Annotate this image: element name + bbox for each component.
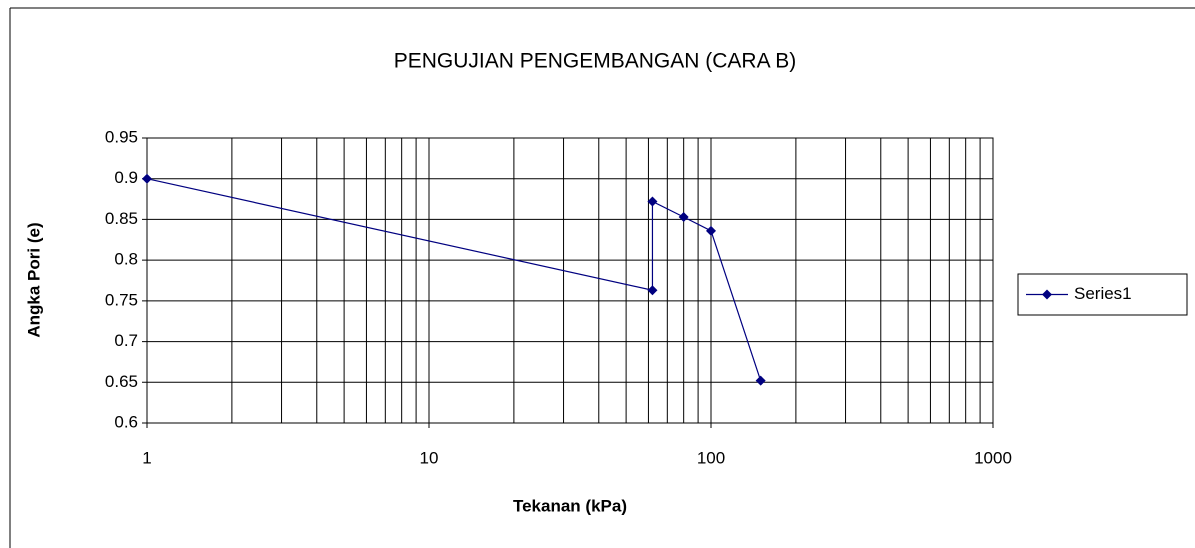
y-tick-label: 0.9 — [114, 168, 138, 187]
y-axis-label: Angka Pori (e) — [24, 222, 43, 337]
y-tick-label: 0.85 — [105, 209, 138, 228]
x-axis-label: Tekanan (kPa) — [513, 496, 627, 515]
y-tick-label: 0.8 — [114, 250, 138, 269]
y-tick-label: 0.75 — [105, 290, 138, 309]
chart-title: PENGUJIAN PENGEMBANGAN (CARA B) — [394, 50, 797, 73]
marker — [706, 225, 716, 236]
x-tick-label: 1000 — [974, 448, 1012, 467]
marker — [647, 285, 658, 296]
marker — [142, 173, 152, 184]
legend-marker — [1042, 289, 1052, 300]
y-tick-label: 0.95 — [105, 127, 138, 146]
y-tick-label: 0.65 — [105, 372, 138, 391]
series-line — [146, 178, 762, 381]
legend-label: Series1 — [1074, 284, 1132, 303]
marker — [647, 196, 658, 207]
marker — [755, 375, 766, 386]
y-tick-label: 0.6 — [114, 412, 138, 431]
plot-area — [146, 137, 994, 424]
x-tick-label: 1 — [142, 448, 151, 467]
marker — [678, 211, 689, 222]
x-tick-label: 100 — [697, 448, 725, 467]
y-tick-label: 0.7 — [114, 331, 138, 350]
x-tick-label: 10 — [420, 448, 439, 467]
